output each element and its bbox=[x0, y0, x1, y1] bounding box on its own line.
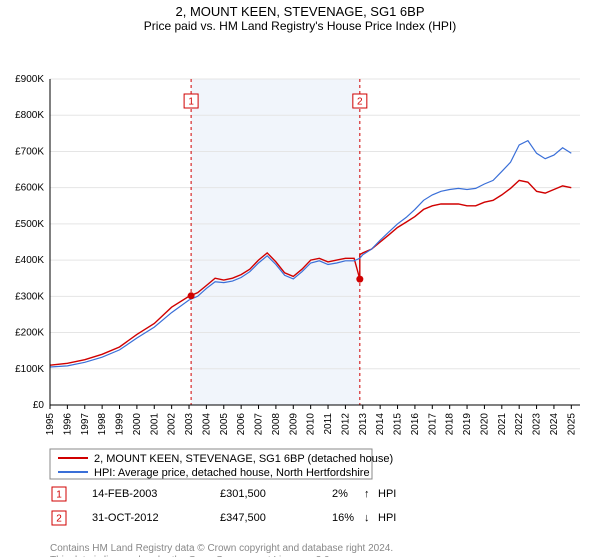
x-tick-label: 1996 bbox=[62, 413, 73, 436]
footer-line2: This data is licensed under the Open Gov… bbox=[50, 555, 332, 557]
y-tick-label: £400K bbox=[15, 255, 44, 266]
x-tick-label: 2021 bbox=[497, 413, 508, 436]
sale-dot-2 bbox=[356, 276, 363, 283]
y-tick-label: £0 bbox=[33, 400, 45, 411]
tx-marker-label-1: 1 bbox=[56, 490, 62, 501]
x-tick-label: 2000 bbox=[132, 413, 143, 436]
x-tick-label: 2003 bbox=[184, 413, 195, 436]
y-tick-label: £100K bbox=[15, 364, 44, 375]
tx-price-2: £347,500 bbox=[220, 512, 266, 524]
x-tick-label: 1995 bbox=[45, 413, 56, 436]
legend-label-blue: HPI: Average price, detached house, Nort… bbox=[94, 467, 370, 479]
tx-date-1: 14-FEB-2003 bbox=[92, 488, 157, 500]
x-tick-label: 1999 bbox=[115, 413, 126, 436]
x-tick-label: 2009 bbox=[288, 413, 299, 436]
x-tick-label: 2019 bbox=[462, 413, 473, 436]
x-tick-label: 2002 bbox=[167, 413, 178, 436]
x-tick-label: 2007 bbox=[254, 413, 265, 436]
x-tick-label: 2011 bbox=[323, 413, 334, 435]
tx-vs-1: HPI bbox=[378, 488, 396, 500]
sale-period-band bbox=[191, 79, 360, 405]
x-tick-label: 2018 bbox=[445, 413, 456, 436]
title-subtitle: Price paid vs. HM Land Registry's House … bbox=[0, 19, 600, 35]
marker-label-2: 2 bbox=[357, 97, 363, 108]
x-tick-label: 2020 bbox=[479, 413, 490, 436]
x-tick-label: 2005 bbox=[219, 413, 230, 436]
tx-date-2: 31-OCT-2012 bbox=[92, 512, 159, 524]
tx-vs-2: HPI bbox=[378, 512, 396, 524]
x-tick-label: 2010 bbox=[306, 413, 317, 436]
sale-dot-1 bbox=[188, 292, 195, 299]
y-tick-label: £800K bbox=[15, 110, 44, 121]
tx-marker-label-2: 2 bbox=[56, 514, 62, 525]
y-tick-label: £700K bbox=[15, 146, 44, 157]
tx-price-1: £301,500 bbox=[220, 488, 266, 500]
x-tick-label: 2017 bbox=[427, 413, 438, 436]
x-tick-label: 2024 bbox=[549, 413, 560, 436]
tx-arrow-2: ↓ bbox=[364, 512, 370, 524]
price-chart: £0 £100K £200K £300K £400K £500K £600K £700K £80… bbox=[0, 35, 600, 557]
title-address: 2, MOUNT KEEN, STEVENAGE, SG1 6BP bbox=[0, 4, 600, 19]
x-tick-label: 1998 bbox=[97, 413, 108, 436]
tx-pct-2: 16% bbox=[332, 512, 354, 524]
x-tick-label: 2001 bbox=[149, 413, 160, 436]
marker-label-1: 1 bbox=[188, 97, 194, 108]
y-tick-label: £300K bbox=[15, 291, 44, 302]
tx-pct-1: 2% bbox=[332, 488, 348, 500]
y-tick-label: £500K bbox=[15, 219, 44, 230]
y-tick-label: £900K bbox=[15, 74, 44, 85]
x-tick-label: 2008 bbox=[271, 413, 282, 436]
x-tick-label: 2016 bbox=[410, 413, 421, 436]
x-tick-label: 2004 bbox=[201, 413, 212, 436]
x-tick-label: 2014 bbox=[375, 413, 386, 436]
x-tick-label: 2013 bbox=[358, 413, 369, 436]
legend-label-red: 2, MOUNT KEEN, STEVENAGE, SG1 6BP (detac… bbox=[94, 453, 393, 465]
x-tick-label: 2015 bbox=[393, 413, 404, 436]
footer-line1: Contains HM Land Registry data © Crown c… bbox=[50, 543, 393, 554]
y-tick-label: £600K bbox=[15, 183, 44, 194]
y-tick-label: £200K bbox=[15, 328, 44, 339]
x-tick-label: 2022 bbox=[514, 413, 525, 436]
x-tick-label: 2025 bbox=[566, 413, 577, 436]
tx-arrow-1: ↑ bbox=[364, 488, 370, 500]
x-tick-label: 1997 bbox=[80, 413, 91, 436]
x-tick-label: 2012 bbox=[340, 413, 351, 436]
x-tick-label: 2006 bbox=[236, 413, 247, 436]
x-tick-label: 2023 bbox=[532, 413, 543, 436]
